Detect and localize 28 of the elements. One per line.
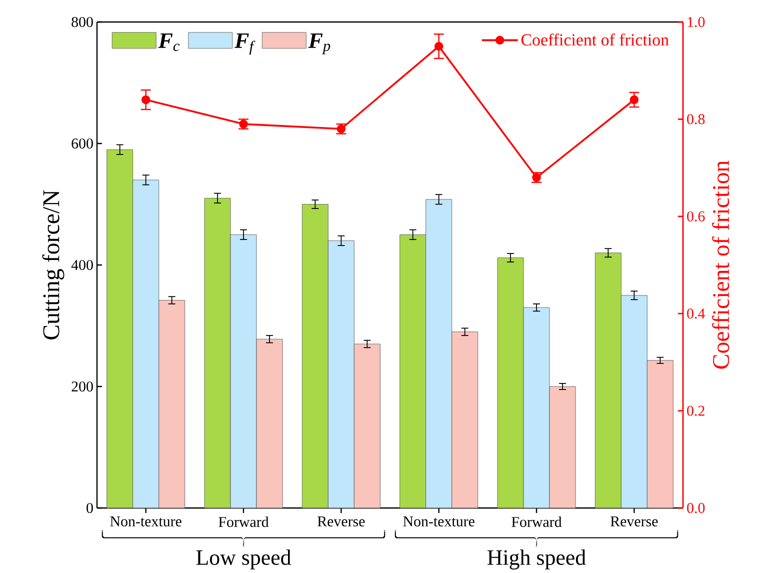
x-tick-label: Non-texture: [403, 516, 474, 526]
point: [434, 42, 444, 51]
point: [141, 95, 150, 104]
y-tick-label: 400: [71, 260, 93, 270]
y-tick-label: 600: [72, 138, 93, 149]
x-tick-label: Non-texture: [110, 516, 182, 526]
y2-tick-label: 0.0: [687, 502, 705, 514]
y2-tick-label: 0.6: [687, 211, 705, 222]
legend-label: F$_{p}$: [308, 33, 330, 54]
y-axis-title: Cutting force/N: [42, 190, 64, 340]
y2-tick-label: 0.2: [687, 406, 704, 416]
text: High speed: [488, 550, 586, 570]
legend-label: F$_{f}$: [234, 33, 256, 55]
x-tick-label: Forward: [512, 516, 562, 528]
y2-axis-title: Coefficient of friction: [712, 160, 730, 369]
x-tick-label: Reverse: [610, 516, 658, 526]
y2-tick-label: 0.4: [687, 308, 705, 319]
point: [630, 95, 639, 104]
x-tick-label: Reverse: [318, 516, 365, 526]
legend-label: F$_{c}$: [158, 33, 180, 52]
text: Low speed: [196, 550, 292, 570]
y2-tick-label: 1.0: [688, 16, 705, 28]
y-tick-label: 800: [72, 16, 93, 28]
y-tick-label: 0: [86, 502, 93, 514]
legend-label: Coefficient of friction: [521, 33, 669, 46]
y2-tick-label: 0.8: [687, 114, 705, 124]
x-tick-label: Forward: [218, 516, 269, 528]
y-tick-label: 200: [72, 381, 93, 392]
